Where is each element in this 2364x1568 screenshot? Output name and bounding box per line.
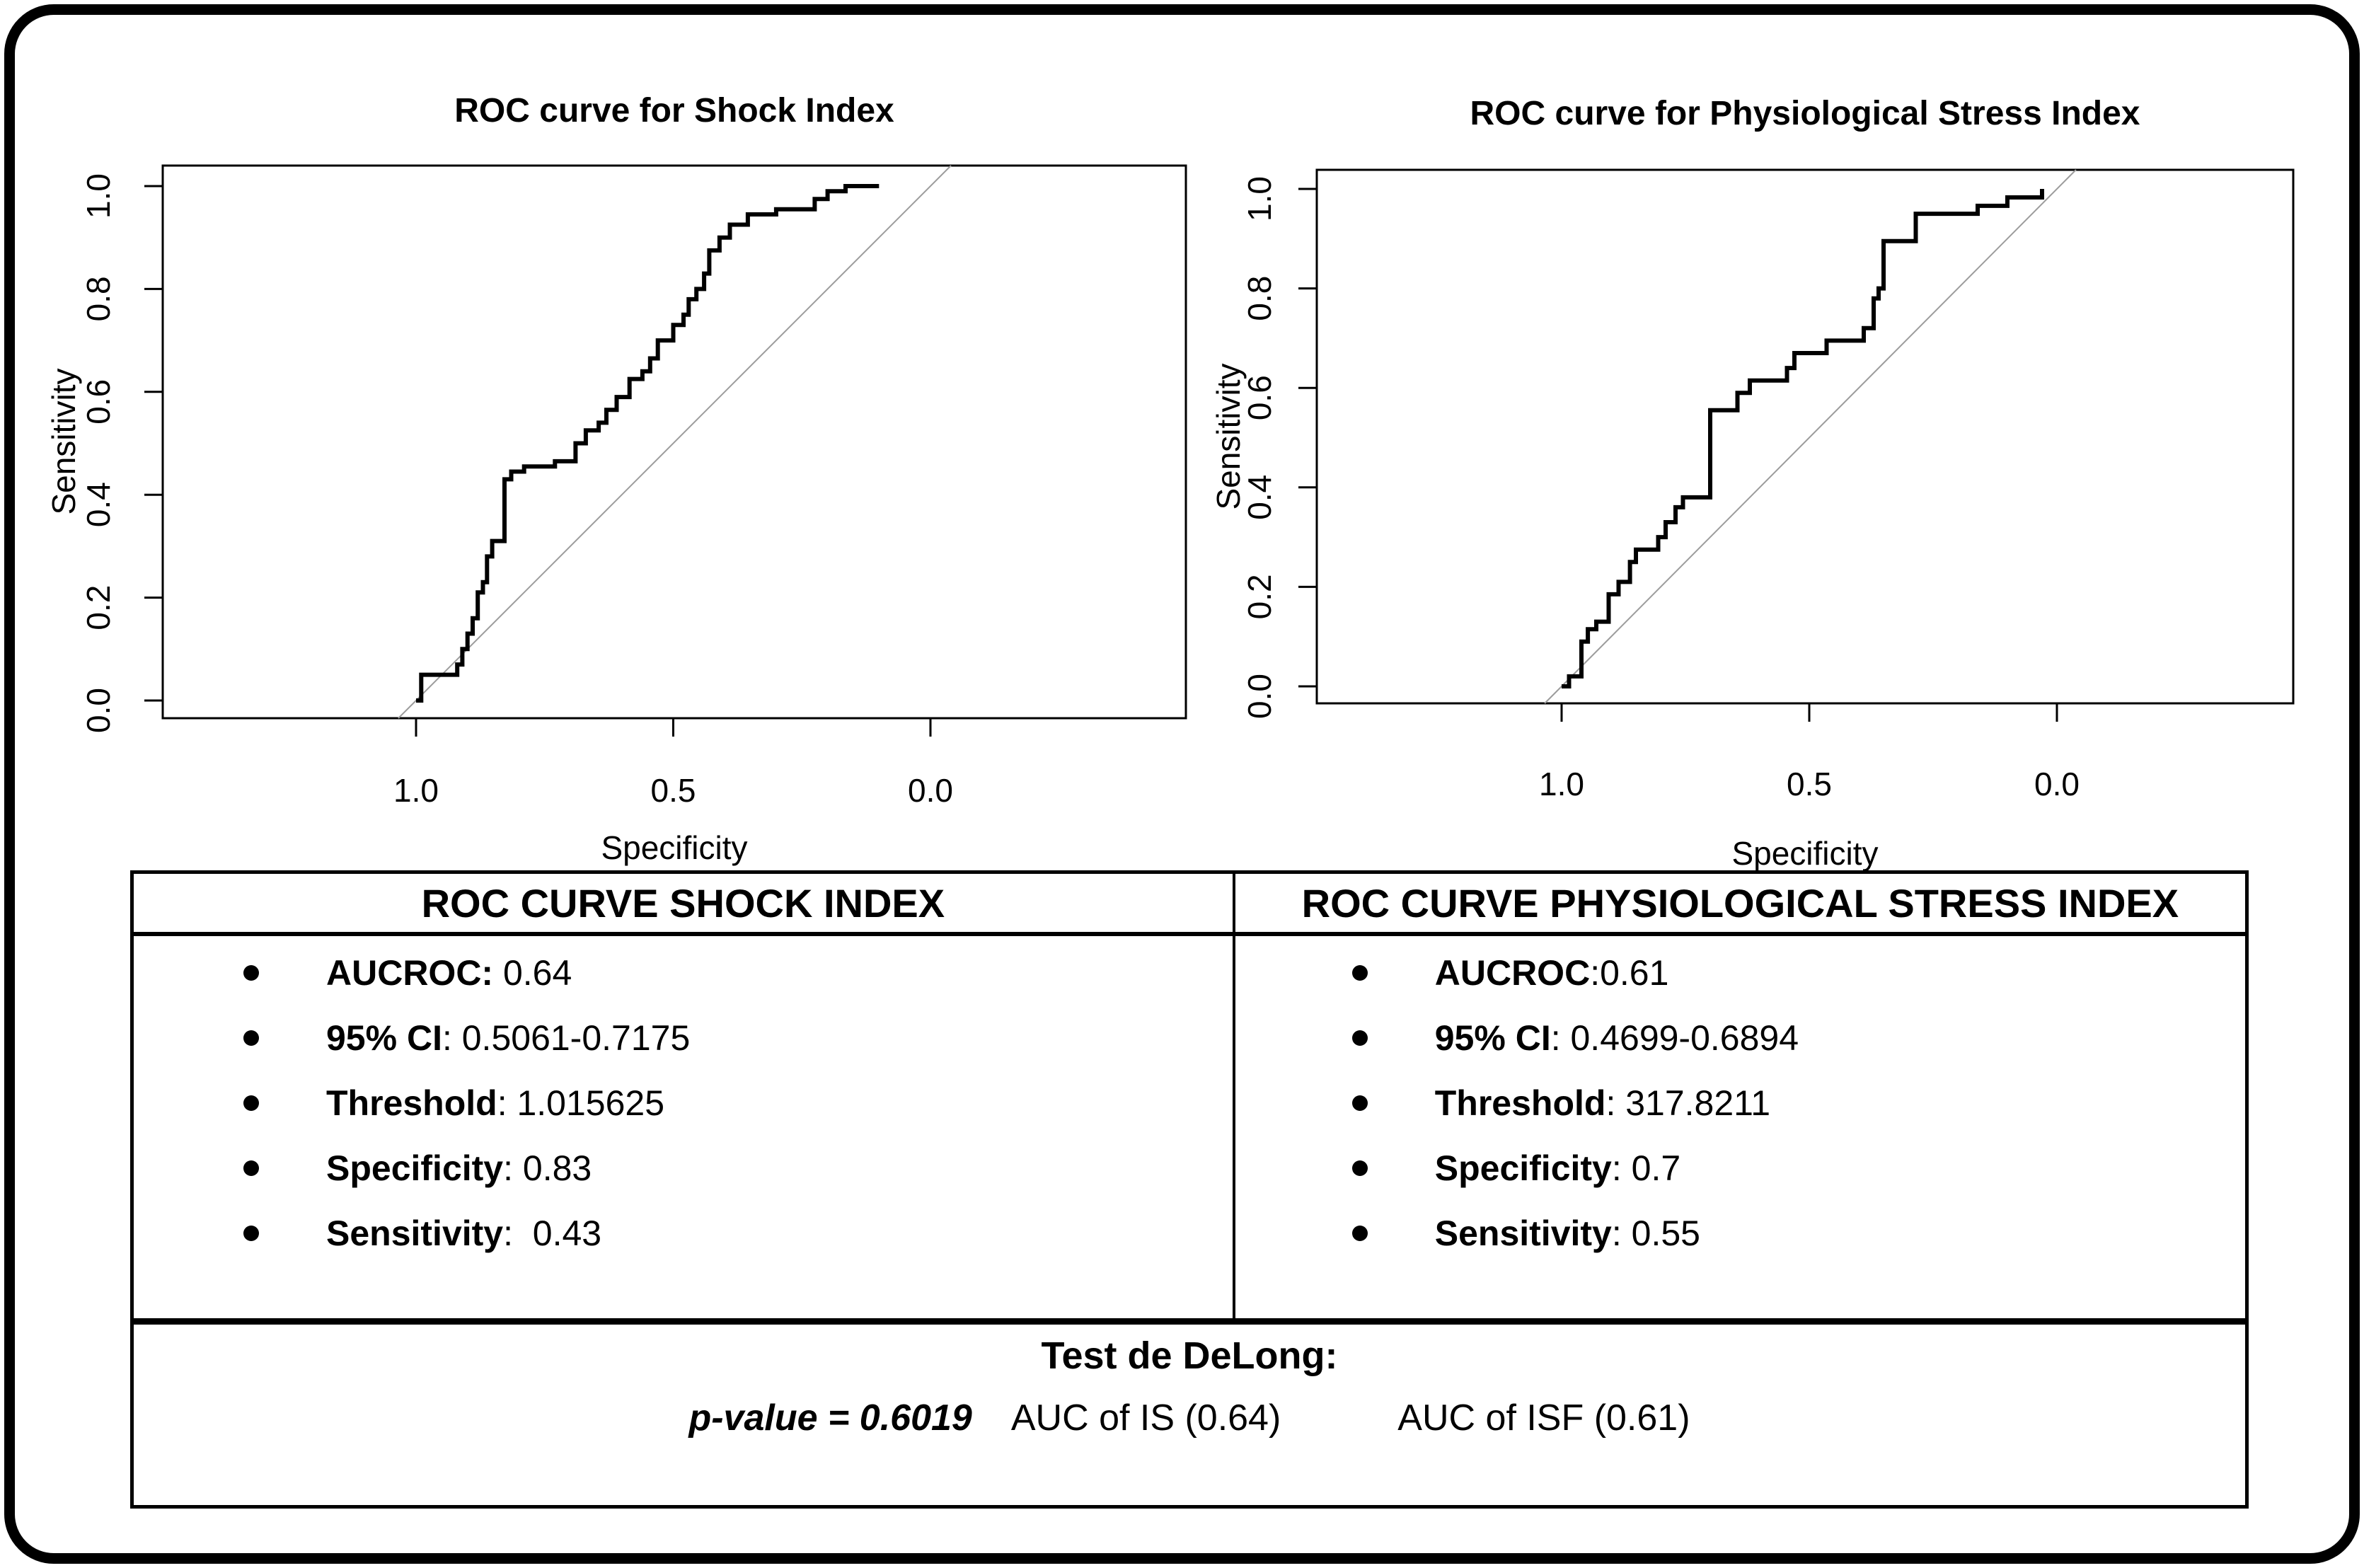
y-tick-label: 0.0 — [80, 688, 117, 733]
stat-value: : 1.015625 — [497, 1083, 665, 1123]
y-tick-label: 0.6 — [80, 379, 117, 425]
stat-value: : 0.43 — [503, 1214, 602, 1253]
y-tick-label: 0.6 — [1241, 375, 1278, 420]
stat-row-sensitivity: Sensitivity: 0.43 — [243, 1214, 1233, 1253]
x-tick-label: 0.0 — [2034, 766, 2080, 802]
delong-auc-is: AUC of IS (0.64) — [1010, 1397, 1281, 1439]
stat-row-sensitivity: Sensitivity: 0.55 — [1351, 1214, 2245, 1253]
stat-row-specificity: Specificity: 0.7 — [1351, 1148, 2245, 1188]
delong-results-line: p-value = 0.6019 AUC of IS (0.64) AUC of… — [688, 1397, 1690, 1439]
roc-statistics-table: ROC CURVE SHOCK INDEX ROC CURVE PHYSIOLO… — [130, 870, 2249, 1509]
chance-diagonal-line — [1544, 169, 2077, 704]
y-axis-title: Sensitivity — [45, 368, 82, 515]
chart-title: ROC curve for Shock Index — [454, 92, 894, 129]
plot-box — [1315, 168, 2295, 705]
stat-label: Sensitivity — [326, 1214, 504, 1253]
table-body-row: AUCROC: 0.64 95% CI: 0.5061-0.7175 Thres… — [134, 936, 2245, 1325]
stat-row-specificity: Specificity: 0.83 — [243, 1148, 1233, 1188]
y-tick-label: 0.8 — [1241, 276, 1278, 321]
stat-label: Threshold — [326, 1083, 497, 1123]
y-tick-label: 0.2 — [1241, 574, 1278, 619]
stat-row-aucroc: AUCROC:0.61 — [1351, 953, 2245, 993]
bullet-icon — [243, 1095, 259, 1111]
table-cell-physiological-stress-index: AUCROC:0.61 95% CI: 0.4699-0.6894 Thresh… — [1235, 936, 2245, 1318]
bullet-icon — [1351, 1095, 1368, 1111]
bullet-icon — [1351, 1226, 1368, 1241]
roc-curve-line — [1562, 189, 2044, 688]
y-tick-label: 1.0 — [1241, 176, 1278, 221]
stat-label: AUCROC: — [326, 953, 494, 993]
delong-title: Test de DeLong: — [1041, 1334, 1338, 1377]
y-tick-label: 0.0 — [1241, 674, 1278, 719]
roc-chart-shock-index: ROC curve for Shock Index 1.0 0.5 0.0 0.0 0.… — [43, 71, 1204, 906]
x-tick-label: 0.5 — [1787, 766, 1832, 802]
stat-row-ci: 95% CI: 0.4699-0.6894 — [1351, 1018, 2245, 1058]
x-axis-title: Specificity — [1731, 835, 1879, 872]
bullet-icon — [243, 965, 259, 981]
stat-value: : 0.7 — [1611, 1148, 1681, 1188]
stat-row-aucroc: AUCROC: 0.64 — [243, 953, 1233, 993]
stat-label: 95% CI — [1434, 1018, 1551, 1058]
y-tick-label: 1.0 — [80, 173, 117, 219]
x-axis-title: Specificity — [601, 829, 748, 866]
stat-row-threshold: Threshold: 317.8211 — [1351, 1083, 2245, 1123]
stat-value: : 0.4699-0.6894 — [1550, 1018, 1799, 1058]
stat-label: Sensitivity — [1434, 1214, 1612, 1253]
stat-value: : 0.5061-0.7175 — [442, 1018, 691, 1058]
bullet-icon — [1351, 965, 1368, 981]
bullet-icon — [1351, 1030, 1368, 1046]
x-tick-label: 1.0 — [1539, 766, 1584, 802]
table-cell-shock-index: AUCROC: 0.64 95% CI: 0.5061-0.7175 Thres… — [134, 936, 1235, 1318]
bullet-icon — [1351, 1160, 1368, 1176]
chart-title: ROC curve for Physiological Stress Index — [1470, 95, 2140, 132]
stat-row-threshold: Threshold: 1.015625 — [243, 1083, 1233, 1123]
delong-auc-isf: AUC of ISF (0.61) — [1397, 1397, 1690, 1439]
stat-value: : 0.55 — [1611, 1214, 1700, 1253]
y-axis-title: Sensitivity — [1210, 363, 1247, 510]
roc-plot-shock-index: 1.0 0.5 0.0 0.0 0.2 0.4 0.6 0.8 1.0 — [80, 164, 1187, 809]
stat-row-ci: 95% CI: 0.5061-0.7175 — [243, 1018, 1233, 1058]
stat-value: :0.61 — [1590, 953, 1669, 993]
rounded-border-frame: ROC curve for Shock Index 1.0 0.5 0.0 0.0 0.… — [4, 4, 2360, 1564]
delong-p-value: p-value = 0.6019 — [688, 1397, 972, 1439]
table-header-row: ROC CURVE SHOCK INDEX ROC CURVE PHYSIOLO… — [134, 874, 2245, 936]
roc-curve-line — [416, 184, 880, 703]
x-tick-label: 1.0 — [393, 772, 439, 809]
bullet-icon — [243, 1030, 259, 1046]
stat-label: 95% CI — [326, 1018, 442, 1058]
bullet-icon — [243, 1160, 259, 1176]
y-tick-label: 0.2 — [80, 585, 117, 630]
x-tick-label: 0.5 — [651, 772, 696, 809]
stat-label: Specificity — [326, 1148, 504, 1188]
stat-label: Threshold — [1434, 1083, 1606, 1123]
stat-value: : 0.83 — [503, 1148, 592, 1188]
delong-test-row: Test de DeLong: p-value = 0.6019 AUC of … — [134, 1325, 2245, 1506]
roc-plot-physiological-stress-index: 1.0 0.5 0.0 0.0 0.2 0.4 0.6 0.8 1.0 — [1241, 168, 2295, 802]
stat-value: 0.64 — [493, 953, 572, 993]
stat-label: Specificity — [1434, 1148, 1612, 1188]
x-tick-label: 0.0 — [908, 772, 953, 809]
table-header-shock-index: ROC CURVE SHOCK INDEX — [134, 874, 1235, 932]
stat-value: : 317.8211 — [1605, 1083, 1771, 1123]
stat-label: AUCROC — [1434, 953, 1591, 993]
roc-chart-physiological-stress-index: ROC curve for Physiological Stress Index… — [1210, 71, 2364, 906]
bullet-icon — [243, 1226, 259, 1241]
chance-diagonal-line — [398, 165, 952, 719]
y-tick-label: 0.4 — [80, 482, 117, 527]
y-tick-label: 0.8 — [80, 276, 117, 321]
table-header-physiological-stress-index: ROC CURVE PHYSIOLOGICAL STRESS INDEX — [1301, 880, 2179, 926]
y-tick-label: 0.4 — [1241, 475, 1278, 520]
